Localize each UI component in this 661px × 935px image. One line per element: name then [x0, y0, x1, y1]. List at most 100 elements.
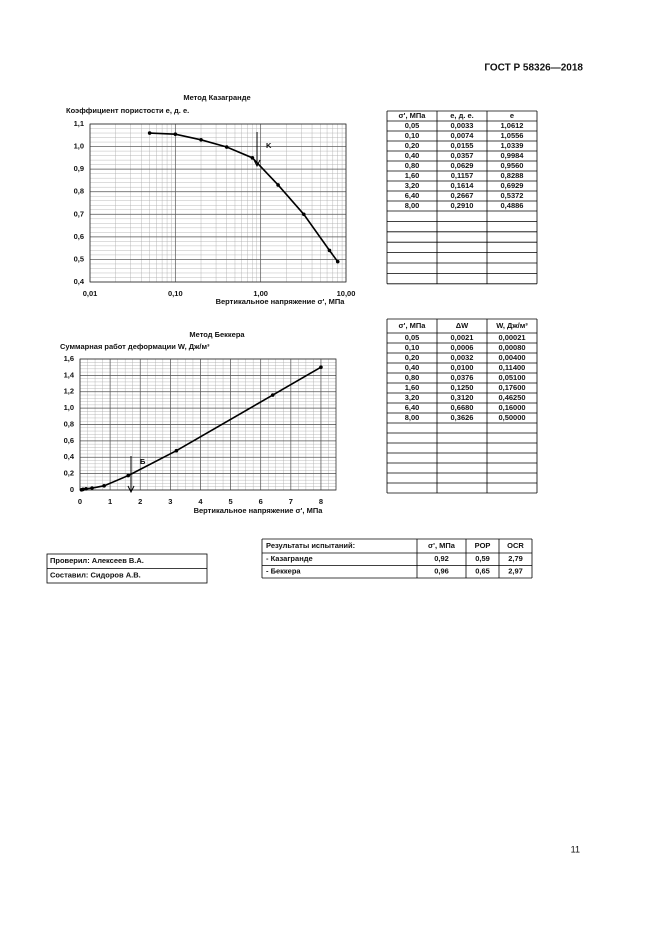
x-tick-label: 4 — [198, 497, 203, 506]
table-cell: 0,10 — [405, 131, 420, 140]
table-cell: 0,3626 — [451, 413, 474, 422]
table-cell: 0,65 — [475, 567, 490, 576]
table-cell: 0,0155 — [451, 141, 474, 150]
signature: Проверил: Алексеев В.А. — [50, 556, 144, 565]
table-cell: e, д. е. — [450, 111, 474, 120]
point — [327, 248, 332, 253]
arrow-head — [253, 159, 261, 168]
table-cell: σ', МПа — [428, 541, 456, 550]
table-cell: 0,0032 — [451, 353, 474, 362]
y-tick-label: 0,9 — [74, 164, 84, 173]
arrow-head — [127, 485, 135, 494]
annotation-label: Б — [140, 457, 146, 466]
table-cell: W, Дж/м³ — [496, 321, 528, 330]
x-tick-label: 10,00 — [337, 289, 356, 298]
y-tick-label: 1,0 — [64, 403, 74, 412]
table-cell: 1,60 — [405, 383, 420, 392]
y-tick-label: 0,4 — [74, 277, 85, 286]
table-cell: 0,0074 — [451, 131, 475, 140]
table-cell: 0,0033 — [451, 121, 474, 130]
table-cell: 0,9560 — [501, 161, 524, 170]
point — [319, 365, 323, 369]
y-tick-label: 0,5 — [74, 254, 84, 263]
table-cell: - Казагранде — [266, 554, 313, 563]
x-axis-label: Вертикальное напряжение σ', МПа — [194, 506, 324, 515]
table-cell: 6,40 — [405, 403, 420, 412]
page-number: 11 — [571, 844, 580, 854]
table-cell: POP — [475, 541, 491, 550]
table-cell: 0,0629 — [451, 161, 474, 170]
table-cell: 2,97 — [508, 567, 523, 576]
point — [224, 145, 229, 149]
table-cell: σ', МПа — [399, 111, 427, 120]
x-tick-label: 8 — [319, 497, 323, 506]
table-cell: 0,0021 — [451, 333, 474, 342]
point — [250, 156, 255, 160]
table-cell: 0,00021 — [498, 333, 525, 342]
point — [174, 448, 179, 453]
point — [301, 212, 306, 217]
point — [84, 487, 88, 491]
x-tick-label: 0,10 — [168, 289, 183, 298]
table-cell: 8,00 — [405, 201, 420, 210]
table-cell: 0,05100 — [498, 373, 525, 382]
table-cell: σ', МПа — [399, 321, 427, 330]
table-cell: 1,0556 — [501, 131, 524, 140]
table-cell: 0,16000 — [498, 403, 525, 412]
table-cell: 0,20 — [405, 141, 420, 150]
x-tick-label: 5 — [229, 497, 233, 506]
point — [90, 486, 94, 490]
curve — [149, 132, 339, 263]
table-cell: 0,17600 — [498, 383, 525, 392]
table-cell: 0,3120 — [451, 393, 474, 402]
y-axis-label: Суммарная работ деформации W, Дж/м³ — [60, 342, 210, 351]
x-axis-label: Вертикальное напряжение σ', МПа — [216, 297, 346, 306]
table-cell: 0,1250 — [451, 383, 474, 392]
table-cell: 0,05 — [405, 121, 420, 130]
table-cell: 0,80 — [405, 161, 420, 170]
table-cell: 2,79 — [508, 554, 523, 563]
x-tick-label: 1 — [108, 497, 112, 506]
table-cell: 1,0612 — [501, 121, 524, 130]
chart-title: Метод Беккера — [189, 330, 245, 339]
table-cell: 0,2667 — [451, 191, 474, 200]
table-cell: 8,00 — [405, 413, 420, 422]
table-cell: 0,05 — [405, 333, 420, 342]
point — [126, 473, 130, 478]
table-cell: 0,1157 — [451, 171, 474, 180]
table-cell: 0,8288 — [501, 171, 524, 180]
y-tick-label: 1,1 — [74, 119, 84, 128]
x-tick-label: 0,01 — [83, 289, 98, 298]
point — [81, 487, 85, 492]
point — [199, 138, 203, 142]
standard-code: ГОСТ Р 58326—2018 — [484, 63, 583, 74]
table-cell: 0,9984 — [501, 151, 525, 160]
table-cell: 0,4886 — [501, 201, 524, 210]
table-cell: 0,11400 — [499, 363, 526, 372]
table-cell: 0,0006 — [451, 343, 474, 352]
table-cell: ΔW — [456, 321, 469, 330]
table-cell: 1,0339 — [501, 141, 524, 150]
y-tick-label: 0,2 — [64, 469, 74, 478]
y-tick-label: 0,6 — [64, 436, 74, 445]
point — [270, 393, 275, 397]
table-cell: 0,20 — [405, 353, 420, 362]
table-cell: 0,40 — [405, 363, 420, 372]
table-cell: 0,1614 — [451, 181, 475, 190]
table-cell: 0,80 — [405, 373, 420, 382]
table-cell: e — [510, 111, 514, 120]
table-cell: 0,00400 — [498, 353, 525, 362]
y-tick-label: 1,6 — [64, 354, 74, 363]
table-cell: 1,60 — [405, 171, 420, 180]
y-tick-label: 1,2 — [64, 387, 74, 396]
table-cell: 0,2910 — [451, 201, 474, 210]
table-cell: 0,6680 — [451, 403, 474, 412]
table-cell: 6,40 — [405, 191, 420, 200]
table-cell: 0,50000 — [498, 413, 525, 422]
point — [335, 259, 340, 264]
table-cell: 0,00080 — [498, 343, 525, 352]
plot-frame — [89, 123, 347, 283]
table-cell: Результаты испытаний: — [266, 541, 355, 550]
